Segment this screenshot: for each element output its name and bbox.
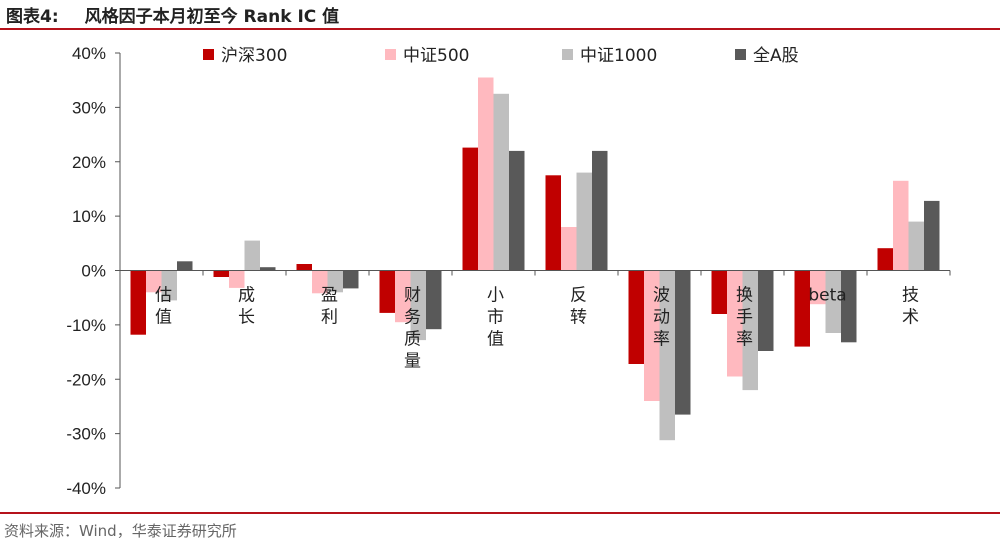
bar-1-2 [213, 270, 229, 277]
category-label: 盈利 [321, 286, 338, 328]
y-tick-label: 20% [72, 153, 106, 172]
category-label: 财务质量 [404, 286, 421, 372]
category-label: 估值 [155, 286, 172, 328]
bar-4-4 [426, 270, 442, 330]
legend-swatch-2 [385, 49, 396, 60]
bar-4-6 [592, 150, 608, 271]
bar-3-7 [659, 270, 675, 441]
bar-3-3 [327, 270, 343, 293]
bar-2-2 [229, 270, 245, 288]
y-tick-label: 10% [72, 207, 106, 226]
bar-2-4 [395, 270, 411, 323]
bottom-divider [0, 512, 1000, 514]
bar-4-7 [675, 270, 691, 415]
bar-3-9 [825, 270, 841, 333]
legend-label-1: 沪深300 [221, 46, 287, 66]
category-label: 换手率 [736, 286, 753, 350]
bar-1-3 [296, 264, 312, 271]
bar-1-8 [711, 270, 727, 314]
bar-4-10 [924, 200, 940, 271]
bar-2-5 [478, 77, 494, 271]
y-tick-label: -10% [66, 316, 106, 335]
y-tick-label: 0% [81, 262, 106, 281]
category-label: 小市值 [487, 286, 504, 350]
bar-1-5 [462, 147, 478, 271]
category-label: 成长 [238, 286, 255, 328]
bar-2-9 [810, 270, 826, 305]
bar-4-1 [177, 261, 193, 271]
legend-swatch-3 [562, 49, 573, 60]
source-note: 资料来源：Wind，华泰证券研究所 [4, 522, 237, 540]
bar-2-8 [727, 270, 743, 377]
bar-3-1 [161, 270, 177, 301]
y-tick-label: -20% [66, 370, 106, 389]
bar-4-5 [509, 150, 525, 271]
top-divider [0, 28, 1000, 30]
y-tick-label: -30% [66, 425, 106, 444]
bar-1-6 [545, 175, 561, 271]
bar-3-6 [576, 172, 592, 271]
category-label: 反转 [570, 286, 587, 328]
bar-2-6 [561, 227, 577, 271]
bar-2-3 [312, 270, 328, 294]
bar-2-1 [146, 270, 162, 293]
bar-4-3 [343, 270, 359, 289]
bar-1-1 [130, 270, 146, 335]
bar-4-2 [260, 267, 276, 271]
legend-label-4: 全A股 [753, 46, 799, 66]
bar-chart: 40% 30% 20% 10% 0% -10% -20% -30% -40% 估值 成长 盈利 财务质量… [66, 44, 951, 498]
figure-label: 图表4: [6, 7, 59, 27]
bar-3-4 [410, 270, 426, 341]
bar-1-9 [794, 270, 810, 347]
bar-1-7 [628, 270, 644, 364]
legend-label-2: 中证500 [403, 46, 469, 66]
bar-4-8 [758, 270, 774, 351]
bar-4-9 [841, 270, 857, 343]
category-label: 技术 [902, 286, 919, 328]
y-tick-label: -40% [66, 479, 106, 498]
bar-2-7 [644, 270, 660, 401]
bar-3-10 [908, 221, 924, 271]
y-tick-label: 40% [72, 44, 106, 63]
category-label: 波动率 [653, 286, 670, 350]
figure-title-text: 风格因子本月初至今 Rank IC 值 [84, 7, 340, 27]
bar-3-5 [493, 93, 509, 271]
figure-title: 图表4: 风格因子本月初至今 Rank IC 值 [6, 2, 339, 27]
category-label: beta [808, 286, 846, 306]
bar-1-4 [379, 270, 395, 313]
legend-swatch-4 [735, 49, 746, 60]
bar-3-2 [244, 240, 260, 271]
bar-1-10 [877, 248, 893, 271]
bar-2-10 [893, 180, 909, 271]
bar-3-8 [742, 270, 758, 391]
legend-swatch-1 [203, 49, 214, 60]
y-tick-label: 30% [72, 98, 106, 117]
legend-label-3: 中证1000 [580, 46, 657, 66]
